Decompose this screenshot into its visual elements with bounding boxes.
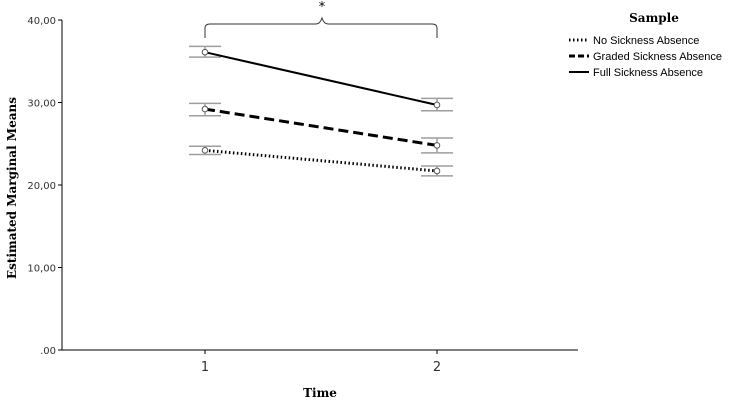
legend-title: Sample	[629, 11, 679, 25]
data-point	[201, 105, 209, 113]
significance-asterisk: *	[319, 0, 326, 15]
y-ticks: .00 10,00 20,00 30,00 40,00	[27, 16, 62, 357]
legend-label: Graded Sickness Absence	[593, 51, 722, 63]
legend-label: No Sickness Absence	[593, 35, 699, 47]
x-axis-title: Time	[303, 386, 337, 400]
y-axis-title: Estimated Marginal Means	[5, 97, 19, 279]
legend-label: Full Sickness Absence	[593, 67, 703, 79]
y-tick-label: 20,00	[27, 181, 56, 192]
series-line	[204, 107, 438, 147]
data-point	[433, 101, 441, 109]
data-point	[201, 147, 209, 154]
x-tick-label: 2	[433, 360, 441, 375]
axes	[61, 20, 578, 351]
legend: Sample No Sickness Absence Graded Sicknes…	[569, 11, 722, 79]
y-tick-label: .00	[40, 346, 56, 357]
data-point	[201, 48, 209, 56]
y-tick-label: 40,00	[27, 16, 56, 27]
y-tick-label: 10,00	[27, 264, 56, 275]
significance-bracket	[204, 16, 438, 38]
data-point	[433, 167, 441, 175]
series-points	[201, 48, 441, 175]
series-lines	[204, 51, 438, 173]
error-bars	[189, 45, 453, 177]
data-point	[433, 142, 441, 149]
series-line	[204, 148, 438, 173]
x-tick-label: 1	[201, 360, 209, 375]
y-tick-label: 30,00	[27, 99, 56, 110]
series-line	[204, 51, 438, 106]
